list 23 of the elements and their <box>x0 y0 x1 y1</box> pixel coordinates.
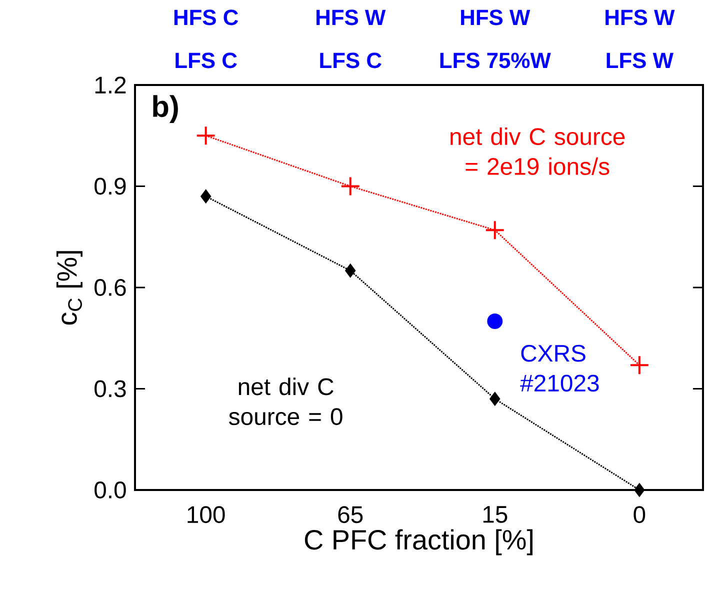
x-tick-label: 15 <box>483 506 508 523</box>
x-tick-label: 100 <box>188 506 225 524</box>
y-tick-label: 0.0 <box>94 482 126 498</box>
y-tick-label: 1.2 <box>95 76 126 94</box>
text: net div C source = 0 <box>229 378 342 426</box>
y-tick-label: 0.6 <box>94 279 126 296</box>
series-label: CXRS #21023 <box>520 344 599 392</box>
text: LFS C <box>320 52 382 68</box>
text: HFS W <box>606 10 675 26</box>
text: HFS W <box>316 10 386 26</box>
text: LFS 75%W <box>440 52 551 68</box>
y-tick-label: 0.3 <box>94 380 126 398</box>
series-label: net div C source = 2e19 ions/s <box>450 128 625 175</box>
x-tick-label: 65 <box>338 506 363 524</box>
text: LFS C <box>176 52 237 68</box>
text: HFS C <box>174 10 238 26</box>
y-tick-label: 0.9 <box>94 178 126 195</box>
x-tick-label: 0 <box>634 506 646 524</box>
x-axis-title: C PFC fraction [%] <box>304 529 532 556</box>
text: HFS W <box>461 10 530 26</box>
y-axis-title: c$_{C}$ [%] <box>56 251 82 325</box>
annotation: b) <box>153 95 178 124</box>
text: LFS W <box>606 52 674 68</box>
